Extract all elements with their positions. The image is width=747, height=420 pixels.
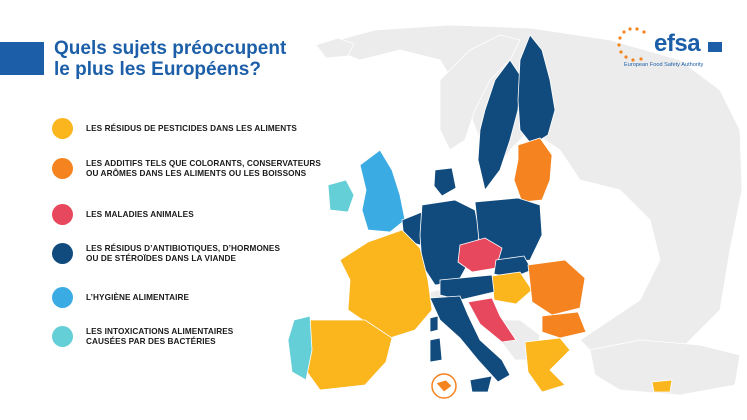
legend-label-line: OU DE STÉROÏDES DANS LA VIANDE: [86, 253, 237, 263]
legend-swatch-animal-diseases: [52, 204, 73, 225]
legend-label-line: LES INTOXICATIONS ALIMENTAIRES: [86, 326, 234, 336]
region-malta: [435, 379, 453, 393]
land-norway: [439, 34, 521, 151]
region-croatia: [467, 297, 517, 343]
region-hungary: [491, 271, 533, 305]
region-cyprus: [651, 379, 673, 393]
legend-swatch-additives: [52, 158, 73, 179]
efsa-logo: efsa European Food Safety Authority: [612, 22, 730, 74]
legend-label-line: LES ADDITIFS TELS QUE COLORANTS, CONSERV…: [86, 158, 321, 168]
legend-swatch-hygiene: [52, 287, 73, 308]
legend-item-pesticides: LES RÉSIDUS DE PESTICIDES DANS LES ALIME…: [52, 118, 297, 139]
region-austria: [439, 274, 495, 301]
legend-swatch-antibiotics: [52, 243, 73, 264]
region-bulgaria: [541, 311, 587, 339]
malta-inset-ring: [431, 373, 457, 399]
legend-label-line: CAUSÉES PAR DES BACTÉRIES: [86, 336, 216, 346]
legend-item-antibiotics: LES RÉSIDUS D’ANTIBIOTIQUES, D’HORMONES …: [52, 243, 280, 264]
legend-label-pesticides: LES RÉSIDUS DE PESTICIDES DANS LES ALIME…: [86, 124, 297, 134]
region-romania: [527, 259, 586, 316]
legend-item-animal-diseases: LES MALADIES ANIMALES: [52, 204, 194, 225]
legend-label-line: LES RÉSIDUS DE PESTICIDES DANS LES ALIME…: [86, 123, 297, 133]
region-finland: [517, 34, 556, 146]
efsa-logo-dots-icon: [617, 27, 646, 62]
legend-swatch-pesticides: [52, 118, 73, 139]
legend-label-additives: LES ADDITIFS TELS QUE COLORANTS, CONSERV…: [86, 159, 321, 179]
region-uk: [359, 149, 406, 233]
region-portugal: [287, 315, 313, 381]
title-line-1: Quels sujets préoccupent: [54, 38, 287, 59]
legend-item-additives: LES ADDITIFS TELS QUE COLORANTS, CONSERV…: [52, 158, 321, 179]
legend-label-line: L’HYGIÈNE ALIMENTAIRE: [86, 292, 190, 302]
europe-map: [287, 24, 743, 399]
region-corsica: [429, 315, 439, 333]
legend-item-hygiene: L’HYGIÈNE ALIMENTAIRE: [52, 287, 189, 308]
region-ireland: [327, 179, 355, 213]
title-line-2: le plus les Européens?: [54, 59, 261, 80]
land-turkey: [589, 339, 741, 396]
page-title: Quels sujets préoccupent le plus les Eur…: [54, 38, 324, 80]
region-baltics: [513, 137, 553, 203]
region-greece: [524, 337, 571, 393]
region-sardinia: [429, 337, 443, 363]
efsa-logo-word: efsa: [654, 30, 701, 57]
legend-label-line: LES MALADIES ANIMALES: [86, 209, 194, 219]
region-italy: [429, 295, 511, 383]
legend-label-intoxications: LES INTOXICATIONS ALIMENTAIRES CAUSÉES P…: [86, 327, 233, 347]
legend-label-antibiotics: LES RÉSIDUS D’ANTIBIOTIQUES, D’HORMONES …: [86, 244, 280, 264]
title-accent-bar: [0, 42, 44, 75]
region-sicily: [469, 375, 493, 393]
land-iceland: [315, 37, 355, 59]
efsa-logo-subtitle: European Food Safety Authority: [624, 62, 704, 68]
region-denmark: [433, 167, 457, 197]
region-france: [339, 229, 433, 339]
legend-item-intoxications: LES INTOXICATIONS ALIMENTAIRES CAUSÉES P…: [52, 326, 233, 347]
region-sweden: [477, 59, 521, 191]
legend-label-hygiene: L’HYGIÈNE ALIMENTAIRE: [86, 293, 189, 303]
region-slovakia: [493, 255, 533, 279]
legend-swatch-intoxications: [52, 326, 73, 347]
legend-label-line: OU ARÔMES DANS LES ALIMENTS OU LES BOISS…: [86, 168, 307, 178]
region-spain: [301, 319, 393, 391]
eu-flag-icon: [708, 42, 722, 52]
legend-label-animal-diseases: LES MALADIES ANIMALES: [86, 210, 194, 220]
legend-label-line: LES RÉSIDUS D’ANTIBIOTIQUES, D’HORMONES: [86, 243, 281, 253]
